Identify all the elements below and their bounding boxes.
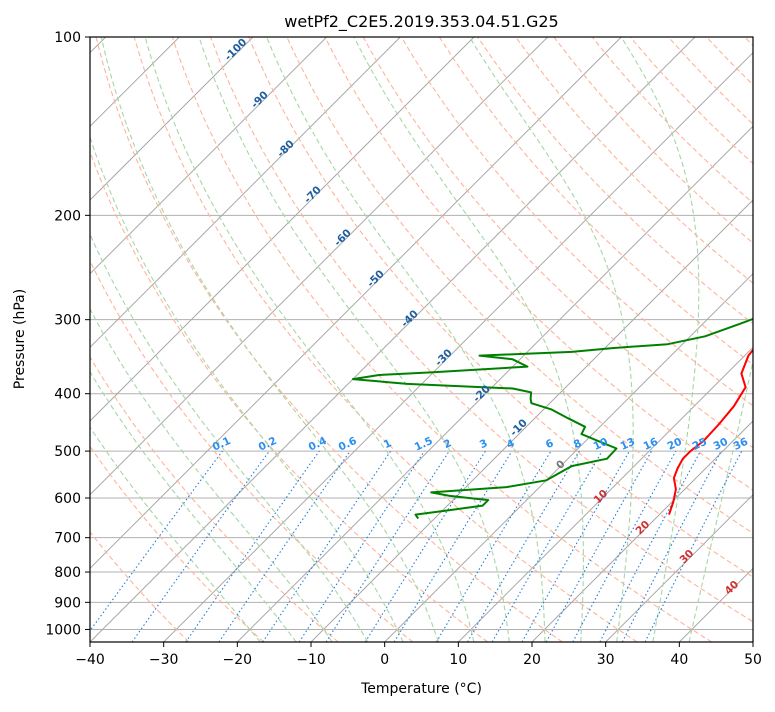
x-tick-label: 0 bbox=[380, 652, 389, 668]
x-tick-label: 20 bbox=[523, 652, 541, 668]
y-tick-label: 1000 bbox=[45, 622, 81, 638]
y-tick-label: 900 bbox=[54, 595, 81, 611]
y-tick-label: 200 bbox=[54, 208, 81, 224]
y-tick-label: 800 bbox=[54, 565, 81, 581]
x-tick-label: 30 bbox=[597, 652, 615, 668]
y-tick-label: 100 bbox=[54, 30, 81, 46]
x-tick-label: 10 bbox=[449, 652, 467, 668]
y-axis-label: Pressure (hPa) bbox=[12, 289, 28, 389]
x-tick-label: −30 bbox=[149, 652, 179, 668]
x-tick-label: 50 bbox=[744, 652, 762, 668]
y-tick-label: 600 bbox=[54, 491, 81, 507]
chart-title: wetPf2_C2E5.2019.353.04.51.G25 bbox=[284, 12, 558, 32]
y-tick-label: 500 bbox=[54, 444, 81, 460]
x-axis-label: Temperature (°C) bbox=[360, 681, 482, 697]
x-tick-label: −10 bbox=[296, 652, 326, 668]
x-tick-label: 40 bbox=[670, 652, 688, 668]
y-tick-label: 700 bbox=[54, 531, 81, 547]
y-tick-label: 400 bbox=[54, 387, 81, 403]
x-tick-label: −20 bbox=[223, 652, 253, 668]
x-tick-label: −40 bbox=[75, 652, 105, 668]
y-tick-label: 300 bbox=[54, 313, 81, 329]
